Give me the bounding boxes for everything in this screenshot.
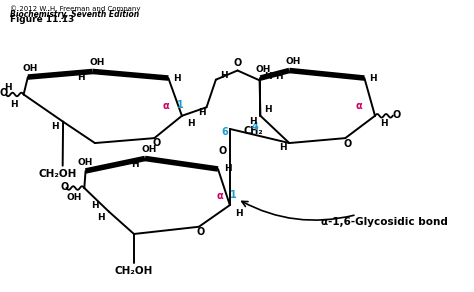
Text: H: H <box>51 122 59 131</box>
Text: OH: OH <box>285 57 301 66</box>
Text: OH: OH <box>255 65 271 74</box>
Text: OH: OH <box>67 193 82 202</box>
Text: H: H <box>97 213 105 222</box>
Text: 4: 4 <box>252 122 259 132</box>
Text: OH: OH <box>141 145 156 154</box>
Text: H: H <box>264 72 271 81</box>
Text: H: H <box>187 119 195 128</box>
Text: © 2012 W. H. Freeman and Company: © 2012 W. H. Freeman and Company <box>10 5 140 12</box>
Text: H: H <box>380 119 388 128</box>
Text: OH: OH <box>89 58 104 67</box>
Text: O: O <box>392 110 401 120</box>
Text: O: O <box>61 182 69 192</box>
Text: 1: 1 <box>230 190 237 200</box>
Text: O: O <box>219 146 227 156</box>
Text: CH₂: CH₂ <box>244 126 263 136</box>
Text: OH: OH <box>78 158 93 166</box>
Text: H: H <box>198 108 205 117</box>
Text: H: H <box>220 71 228 80</box>
Text: H: H <box>4 83 12 92</box>
Text: H: H <box>131 160 139 169</box>
Text: O: O <box>233 58 242 68</box>
Text: H: H <box>280 143 287 152</box>
Text: Biochemistry, Seventh Edition: Biochemistry, Seventh Edition <box>10 10 139 19</box>
Text: H: H <box>77 73 85 82</box>
Text: O: O <box>343 139 351 149</box>
Text: H: H <box>249 117 256 126</box>
Text: 6: 6 <box>221 127 228 137</box>
Text: O: O <box>0 88 8 98</box>
Text: H: H <box>264 105 272 114</box>
Text: CH₂OH: CH₂OH <box>38 168 77 179</box>
Text: α-1,6-Glycosidic bond: α-1,6-Glycosidic bond <box>321 216 447 227</box>
Text: H: H <box>173 74 181 83</box>
Text: H: H <box>369 74 377 83</box>
Text: O: O <box>197 227 205 237</box>
Text: H: H <box>10 100 18 109</box>
Text: O: O <box>152 138 160 148</box>
Text: α: α <box>163 101 170 111</box>
Text: α: α <box>217 191 223 201</box>
Text: CH₂OH: CH₂OH <box>115 266 153 276</box>
Text: H: H <box>275 72 283 81</box>
Text: OH: OH <box>22 64 37 73</box>
Text: 1: 1 <box>177 100 183 110</box>
Text: H: H <box>235 209 243 218</box>
Text: H: H <box>224 164 232 173</box>
Text: H: H <box>91 201 99 210</box>
Text: Figure 11.13: Figure 11.13 <box>10 15 74 24</box>
Text: α: α <box>356 101 363 111</box>
